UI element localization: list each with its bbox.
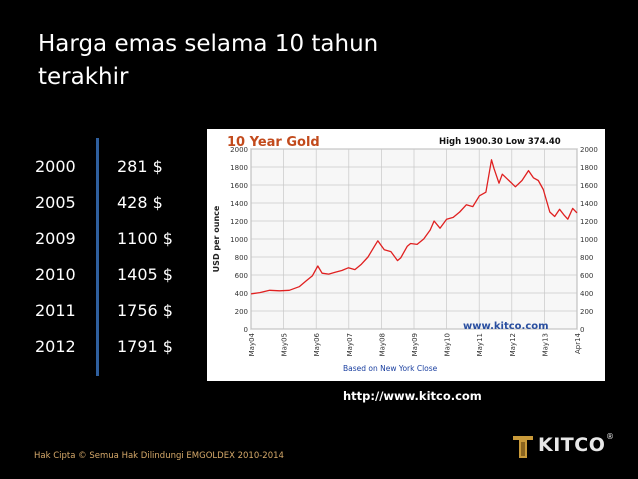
x-tick-label: May09	[411, 333, 419, 356]
y-tick-label-left: 0	[244, 326, 248, 334]
y-tick-label-left: 1800	[230, 164, 248, 172]
slide-title-line2: terakhir	[38, 64, 129, 90]
y-tick-label-right: 200	[580, 308, 593, 316]
y-tick-label-left: 1200	[230, 218, 248, 226]
kitco-logo-icon	[513, 436, 533, 458]
price-value: 281 $	[117, 157, 163, 176]
y-tick-label-left: 600	[235, 272, 248, 280]
price-value: 428 $	[117, 193, 163, 212]
y-tick-label-right: 1600	[580, 182, 598, 190]
x-tick-label: May10	[444, 333, 452, 356]
table-divider	[96, 138, 99, 376]
y-tick-label-right: 800	[580, 254, 593, 262]
x-tick-label: May12	[509, 333, 517, 356]
y-tick-label-right: 1400	[580, 200, 598, 208]
y-tick-label-left: 1400	[230, 200, 248, 208]
kitco-logo-mark: ®	[606, 432, 614, 441]
price-year: 2011	[35, 301, 76, 320]
x-tick-label: May08	[378, 333, 386, 356]
y-tick-label-right: 1000	[580, 236, 598, 244]
x-tick-label: May13	[541, 333, 549, 356]
x-tick-label: May04	[248, 332, 256, 356]
chart-title: 10 Year Gold	[227, 135, 320, 150]
price-year: 2009	[35, 229, 76, 248]
y-axis-label: USD per ounce	[212, 205, 221, 272]
kitco-logo: KITCO ®	[512, 432, 616, 462]
price-year: 2010	[35, 265, 76, 284]
price-value: 1791 $	[117, 337, 173, 356]
y-tick-label-right: 1200	[580, 218, 598, 226]
price-value: 1756 $	[117, 301, 173, 320]
chart-watermark: www.kitco.com	[463, 321, 549, 332]
gold-chart: 10 Year Gold High 1900.30 Low 374.40 0 0 200…	[212, 135, 598, 373]
y-tick-label-right: 400	[580, 290, 593, 298]
y-tick-label-left: 800	[235, 254, 248, 262]
price-value: 1100 $	[117, 229, 173, 248]
x-tick-label: May07	[346, 333, 354, 356]
y-tick-label-right: 0	[580, 326, 584, 334]
y-tick-label-left: 1600	[230, 182, 248, 190]
x-tick-label: Apr14	[574, 332, 582, 354]
slide-title: Harga emas selama 10 tahun terakhir	[38, 28, 398, 94]
y-tick-label-right: 1800	[580, 164, 598, 172]
y-tick-label-left: 1000	[230, 236, 248, 244]
source-url[interactable]: http://www.kitco.com	[343, 389, 482, 403]
x-tick-label: May11	[476, 333, 484, 356]
x-tick-label: May06	[313, 332, 321, 356]
slide-title-line1: Harga emas selama 10 tahun	[38, 31, 379, 57]
kitco-logo-text: KITCO	[538, 434, 606, 456]
x-tick-label: May05	[281, 333, 289, 356]
y-tick-label-left: 2000	[230, 146, 248, 154]
price-value: 1405 $	[117, 265, 173, 284]
gold-chart-panel: 10 Year Gold High 1900.30 Low 374.40 0 0 200…	[207, 129, 605, 381]
y-tick-label-left: 200	[235, 308, 248, 316]
copyright-footer: Hak Cipta © Semua Hak Dilindungi EMGOLDE…	[34, 451, 284, 461]
price-year: 2000	[35, 157, 76, 176]
y-tick-label-right: 600	[580, 272, 593, 280]
chart-footnote: Based on New York Close	[343, 364, 438, 373]
gold-price-line	[250, 159, 578, 295]
price-year: 2005	[35, 193, 76, 212]
price-year: 2012	[35, 337, 76, 356]
y-tick-label-right: 2000	[580, 146, 598, 154]
y-tick-label-left: 400	[235, 290, 248, 298]
chart-stats: High 1900.30 Low 374.40	[439, 137, 561, 147]
